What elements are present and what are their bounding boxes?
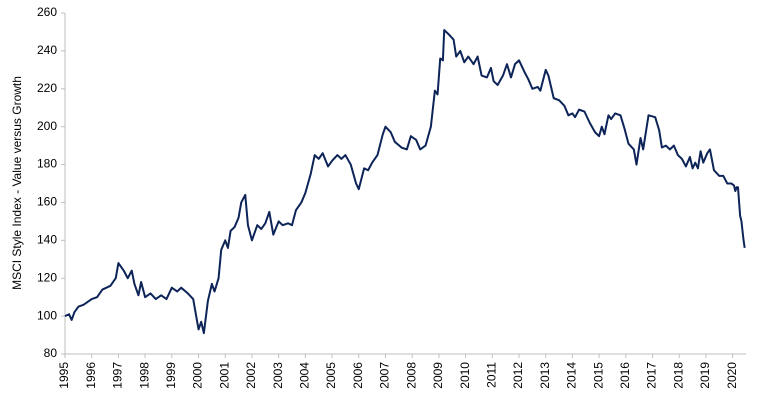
x-tick-label: 1995 <box>57 362 71 389</box>
x-tick-label: 1999 <box>164 362 178 389</box>
y-tick-label: 220 <box>37 81 57 95</box>
y-tick-label: 120 <box>37 270 57 284</box>
x-tick-label: 2019 <box>698 362 712 389</box>
y-tick-label: 180 <box>37 157 57 171</box>
x-tick-label: 2000 <box>191 362 205 389</box>
x-tick-label: 2020 <box>725 362 739 389</box>
x-tick-label: 2005 <box>324 362 338 389</box>
x-tick-label: 1996 <box>84 362 98 389</box>
x-tick-label: 1997 <box>111 362 125 389</box>
x-tick-label: 2002 <box>244 362 258 389</box>
x-tick-label: 2015 <box>591 362 605 389</box>
x-tick-label: 2011 <box>484 362 498 388</box>
x-tick-label: 2012 <box>511 362 525 389</box>
y-tick-label: 100 <box>37 308 57 322</box>
line-series <box>64 29 746 335</box>
x-tick-label: 2018 <box>671 362 685 389</box>
y-tick-label: 80 <box>44 346 58 360</box>
x-tick-label: 2006 <box>351 362 365 389</box>
x-tick-label: 2004 <box>298 362 312 389</box>
x-tick-label: 2001 <box>217 362 231 389</box>
y-axis-label: MSCI Style Index - Value versus Growth <box>10 76 24 290</box>
x-tick-label: 2007 <box>378 362 392 389</box>
x-tick-label: 2017 <box>645 362 659 389</box>
y-tick-label: 240 <box>37 43 57 57</box>
x-tick-label: 1998 <box>137 362 151 389</box>
x-tick-label: 2014 <box>565 362 579 389</box>
x-tick-label: 2013 <box>538 362 552 389</box>
y-tick-label: 140 <box>37 233 57 247</box>
x-tick-label: 2008 <box>404 362 418 389</box>
x-tick-label: 2009 <box>431 362 445 389</box>
x-tick-label: 2003 <box>271 362 285 389</box>
x-tick-label: 2010 <box>458 362 472 389</box>
x-tick-label: 2016 <box>618 362 632 389</box>
y-tick-label: 200 <box>37 119 57 133</box>
y-tick-label: 160 <box>37 195 57 209</box>
y-tick-label: 260 <box>37 5 57 19</box>
